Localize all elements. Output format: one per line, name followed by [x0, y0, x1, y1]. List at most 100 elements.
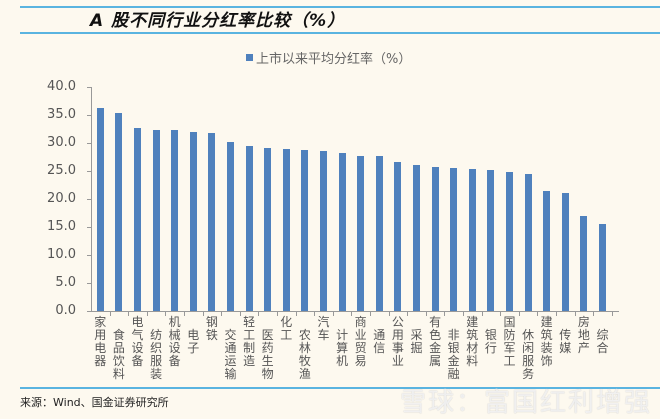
bar — [320, 150, 327, 311]
x-tick-mark — [258, 312, 260, 316]
x-tick-label: 传媒 — [559, 328, 572, 355]
bar — [450, 167, 458, 311]
x-tick-mark — [407, 312, 409, 316]
y-tick-mark — [87, 227, 91, 228]
y-tick-label: 40.0 — [47, 79, 76, 94]
bar — [301, 149, 309, 311]
title-top-rule — [20, 6, 660, 8]
footer-rule — [20, 387, 660, 389]
x-tick-label: 汽车 — [317, 315, 330, 342]
x-tick-mark — [332, 312, 334, 316]
x-tick-label: 钢铁 — [205, 315, 218, 342]
legend-label: 上市以来平均分红率（%） — [256, 52, 412, 67]
x-tick-label: 化工 — [280, 315, 293, 342]
x-tick-mark — [537, 312, 539, 316]
x-tick-mark — [202, 312, 204, 316]
x-tick-label: 房地产 — [577, 315, 590, 355]
x-tick-mark — [109, 312, 111, 316]
x-tick-label: 交通运输 — [224, 328, 237, 381]
bar — [468, 168, 476, 311]
x-tick-label: 国防军工 — [503, 315, 516, 368]
bar — [524, 173, 532, 311]
x-axis — [91, 311, 619, 312]
x-tick-label: 商业贸易 — [354, 315, 367, 368]
y-tick-mark — [87, 171, 91, 172]
bar — [375, 156, 383, 311]
x-tick-mark — [574, 312, 576, 316]
x-tick-label: 休闲服务 — [522, 328, 535, 381]
y-tick-mark — [87, 311, 91, 312]
bar — [152, 130, 160, 311]
bar — [487, 169, 495, 311]
bar — [171, 130, 179, 311]
bar — [543, 190, 551, 311]
x-tick-mark — [184, 312, 185, 316]
x-tick-label: 有色金属 — [429, 315, 442, 368]
bar — [227, 142, 234, 311]
x-tick-label: 建筑装饰 — [540, 315, 553, 368]
x-tick-label: 机械设备 — [168, 315, 181, 368]
x-tick-label: 医药生物 — [261, 328, 274, 381]
x-tick-label: 通信 — [373, 328, 386, 355]
bar — [134, 128, 141, 311]
x-tick-mark — [611, 312, 613, 316]
bar — [561, 192, 569, 311]
bar — [580, 215, 588, 311]
x-tick-label: 综合 — [596, 328, 609, 355]
x-tick-label: 计算机 — [336, 328, 349, 368]
bar — [431, 167, 439, 311]
legend-swatch-icon — [246, 54, 253, 61]
x-tick-label: 农林牧渔 — [298, 328, 311, 381]
y-tick-label: 20.0 — [47, 191, 76, 206]
bar — [394, 162, 402, 311]
bar — [413, 165, 420, 311]
watermark: 雪球：富国红利增强 — [400, 388, 653, 418]
x-tick-mark — [165, 312, 167, 316]
bar — [189, 132, 197, 311]
x-tick-label: 食品饮料 — [112, 328, 125, 381]
y-tick-mark — [87, 143, 91, 144]
x-tick-mark — [239, 312, 241, 316]
x-tick-label: 家用电器 — [94, 315, 107, 368]
y-tick-label: 0.0 — [55, 303, 76, 318]
x-tick-mark — [481, 312, 483, 316]
x-tick-label: 电子 — [187, 328, 200, 355]
bar — [599, 223, 606, 311]
bar — [96, 107, 104, 311]
bar — [264, 148, 272, 311]
x-tick-label: 公用事业 — [391, 315, 404, 368]
x-tick-label: 非银金融 — [447, 328, 460, 381]
x-tick-mark — [221, 312, 223, 316]
y-tick-mark — [87, 87, 91, 88]
y-tick-label: 35.0 — [47, 107, 76, 122]
x-tick-mark — [314, 312, 316, 316]
bar — [208, 132, 216, 311]
y-tick-label: 15.0 — [47, 219, 76, 234]
x-tick-mark — [425, 312, 427, 316]
y-tick-label: 30.0 — [47, 135, 76, 150]
x-tick-mark — [388, 312, 390, 316]
bar — [282, 148, 290, 311]
x-tick-label: 建筑材料 — [466, 315, 479, 368]
y-tick-label: 10.0 — [47, 247, 76, 262]
x-tick-label: 纺织服装 — [150, 328, 163, 381]
y-axis — [91, 87, 92, 312]
bar — [245, 146, 253, 311]
bar — [338, 152, 346, 311]
x-tick-label: 采掘 — [410, 328, 423, 355]
y-tick-mark — [87, 255, 91, 256]
x-tick-mark — [593, 312, 595, 316]
x-tick-mark — [370, 312, 371, 316]
x-tick-mark — [128, 312, 130, 316]
y-tick-label: 25.0 — [47, 163, 76, 178]
y-tick-mark — [87, 199, 91, 200]
x-tick-label: 轻工制造 — [243, 315, 256, 368]
x-tick-mark — [463, 312, 464, 316]
x-tick-mark — [518, 312, 520, 316]
x-tick-mark — [277, 312, 278, 316]
bar — [115, 113, 123, 311]
legend: 上市以来平均分红率（%） — [246, 48, 411, 67]
source-note: 来源：Wind、国金证券研究所 — [20, 396, 169, 409]
y-tick-label: 5.0 — [55, 275, 76, 290]
bar — [506, 172, 513, 311]
